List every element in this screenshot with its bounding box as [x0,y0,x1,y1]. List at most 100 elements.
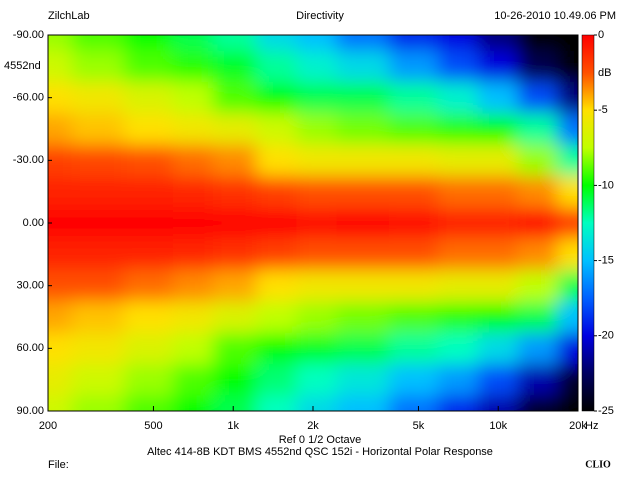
heat-cell [48,270,72,302]
heat-cell [71,364,125,396]
heat-cell [212,113,258,146]
heat-cell [517,332,558,365]
heat-cell [48,301,72,334]
heat-cell [48,50,72,83]
heat-cell [71,301,125,334]
footer-right: CLIO [585,459,611,470]
heat-cell [48,238,72,271]
footer-left: File: [48,459,69,471]
heat-cell [517,176,558,208]
heat-cell [557,364,578,396]
y-tick-label: 60.00 [16,342,44,354]
colorbar-tick-label: -15 [598,255,614,267]
subtitle: Ref 0 1/2 Octave [279,434,362,446]
heat-cell [437,238,479,271]
heat-cell [256,364,297,396]
heat-cell [124,82,174,114]
heat-cell [212,35,258,52]
heat-cell [48,144,72,177]
heat-cell [336,82,390,114]
y-tick-label: 30.00 [16,280,44,292]
heat-cell [336,238,390,271]
x-tick-label: 1k [227,420,239,432]
x-tick-label: 2k [307,420,319,432]
heat-cell [336,301,390,334]
heat-cell [557,82,578,114]
heat-cell [71,50,125,83]
heat-cell [336,176,390,208]
caption: Altec 414-8B KDT BMS 4552nd QSC 152i - H… [147,446,493,458]
heat-cell [389,395,439,411]
heat-cell [212,364,258,396]
y-tick-label: 90.00 [16,405,44,417]
heat-cell [212,82,258,114]
heat-cell [437,395,479,411]
heat-cell [172,144,214,177]
heat-cell [124,176,174,208]
heat-cell [557,395,578,411]
heat-cell [212,332,258,365]
heat-cell [336,395,390,411]
heat-cell [336,364,390,396]
heat-cell [296,50,337,83]
heat-cell [517,364,558,396]
heat-cell [517,207,558,240]
heat-cell [256,301,297,334]
heat-cell [557,207,578,240]
heat-cell [124,364,174,396]
y-tick-label: -30.00 [13,154,44,166]
heat-cell [517,144,558,177]
heat-cell [389,332,439,365]
heat-cell [71,113,125,146]
heat-cell [517,82,558,114]
heat-cell [48,113,72,146]
heat-cell [557,50,578,83]
heat-cell [389,144,439,177]
heat-cell [124,207,174,240]
heat-cell [124,238,174,271]
heat-cell [48,332,72,365]
heat-cell [71,35,125,52]
heat-cell [256,270,297,302]
heat-cell [517,50,558,83]
heat-cell [389,50,439,83]
heat-cell [389,176,439,208]
heat-cell [256,238,297,271]
heat-cell [557,176,578,208]
plot-area [48,35,578,411]
heat-cell [212,395,258,411]
heat-cell [256,395,297,411]
heat-cell [336,113,390,146]
heat-cell [256,207,297,240]
heat-cell [437,176,479,208]
heat-cell [124,113,174,146]
heat-cell [517,113,558,146]
heat-cell [336,332,390,365]
heat-cell [296,113,337,146]
heat-cell [336,207,390,240]
heat-cell [437,364,479,396]
heat-cell [212,207,258,240]
heat-cell [389,270,439,302]
heat-cell [336,50,390,83]
heat-cell [71,82,125,114]
heat-cell [437,207,479,240]
x-tick-label: 5k [413,420,425,432]
heat-cell [437,301,479,334]
heat-cell [124,35,174,52]
heat-cell [212,144,258,177]
chart-title: Directivity [296,10,344,22]
heat-cell [296,332,337,365]
heat-cell [212,270,258,302]
heat-cell [477,332,519,365]
heat-cell [172,395,214,411]
heat-cell [172,364,214,396]
heat-cell [296,270,337,302]
heat-cell [256,82,297,114]
heat-cell [557,270,578,302]
heat-cell [124,144,174,177]
heat-cell [477,50,519,83]
heat-cell [437,50,479,83]
heat-cell [389,301,439,334]
